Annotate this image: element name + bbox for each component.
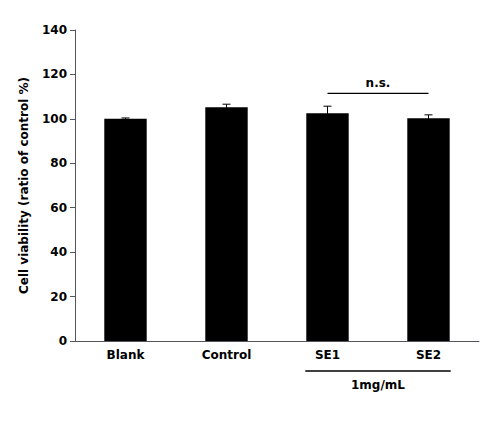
svg-text:SE1: SE1: [315, 348, 340, 362]
svg-text:1mg/mL: 1mg/mL: [351, 378, 405, 392]
svg-text:Blank: Blank: [107, 348, 146, 362]
svg-text:n.s.: n.s.: [366, 76, 391, 90]
svg-text:40: 40: [50, 245, 67, 259]
svg-text:Cell viability (ratio of contr: Cell viability (ratio of control %): [17, 77, 31, 294]
svg-text:60: 60: [50, 201, 67, 215]
svg-text:140: 140: [42, 23, 67, 37]
svg-text:Control: Control: [202, 348, 252, 362]
svg-text:SE2: SE2: [416, 348, 441, 362]
svg-text:0: 0: [59, 334, 67, 348]
svg-text:20: 20: [50, 290, 67, 304]
svg-text:120: 120: [42, 67, 67, 81]
svg-text:80: 80: [50, 156, 67, 170]
svg-text:100: 100: [42, 112, 67, 126]
